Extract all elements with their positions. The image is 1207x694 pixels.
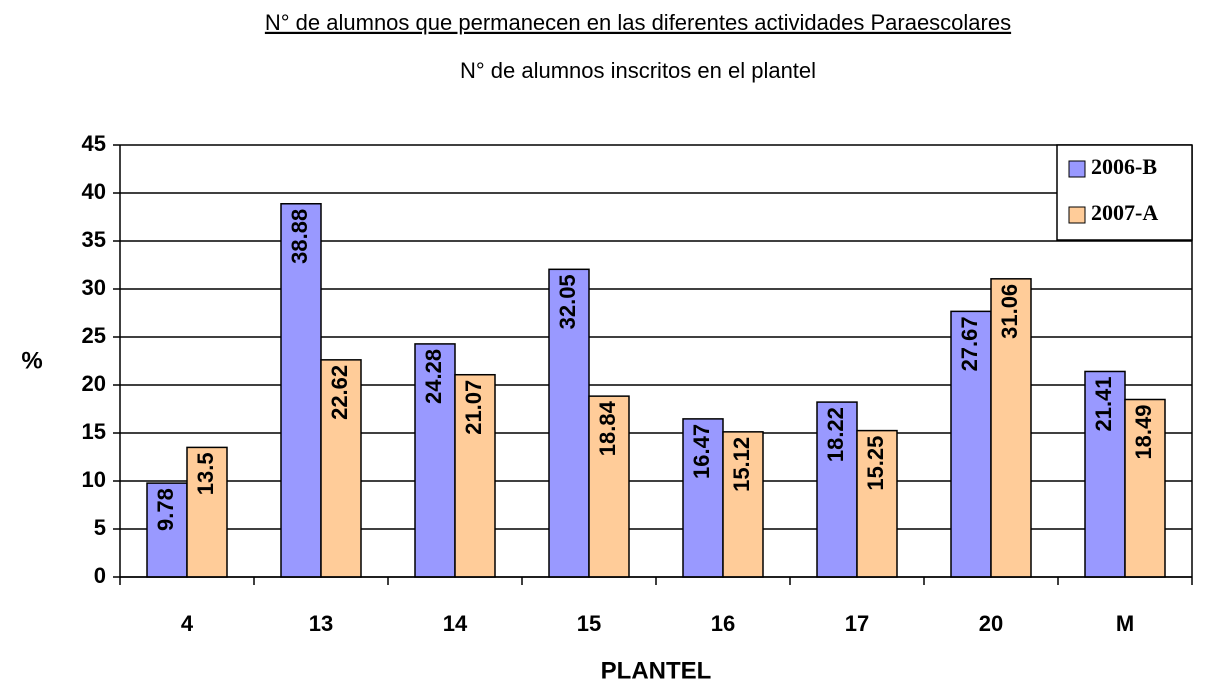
value-label: 16.47 bbox=[689, 424, 714, 479]
value-label: 21.41 bbox=[1091, 376, 1116, 431]
value-label: 18.22 bbox=[823, 407, 848, 462]
value-label: 13.5 bbox=[193, 452, 218, 495]
value-label: 18.84 bbox=[595, 400, 620, 456]
value-label: 18.49 bbox=[1131, 404, 1156, 459]
bar bbox=[856, 429, 898, 578]
value-label: 32.05 bbox=[555, 274, 580, 329]
y-tick-label: 45 bbox=[82, 131, 106, 156]
y-tick-label: 30 bbox=[82, 275, 106, 300]
value-label: 38.88 bbox=[287, 209, 312, 264]
value-label: 9.78 bbox=[153, 488, 178, 531]
x-tick-label: 20 bbox=[979, 611, 1003, 636]
bar bbox=[722, 431, 764, 578]
value-label: 24.28 bbox=[421, 349, 446, 404]
x-tick-label: 4 bbox=[181, 611, 194, 636]
x-axis-label: PLANTEL bbox=[601, 657, 712, 684]
x-tick-label: 16 bbox=[711, 611, 735, 636]
bar bbox=[1124, 398, 1166, 578]
value-label: 15.12 bbox=[729, 437, 754, 492]
x-tick-label: 15 bbox=[577, 611, 601, 636]
legend-label: 2007-A bbox=[1091, 200, 1158, 225]
y-tick-label: 10 bbox=[82, 467, 106, 492]
legend-swatch bbox=[1068, 206, 1086, 224]
y-tick-label: 0 bbox=[94, 563, 106, 588]
y-tick-label: 5 bbox=[94, 515, 106, 540]
bar bbox=[990, 278, 1032, 578]
bar bbox=[280, 203, 322, 578]
value-label: 21.07 bbox=[461, 380, 486, 435]
value-label: 22.62 bbox=[327, 365, 352, 420]
x-tick-label: M bbox=[1116, 611, 1134, 636]
bar bbox=[950, 310, 992, 578]
y-tick-label: 35 bbox=[82, 227, 106, 252]
chart-title: N° de alumnos que permanecen en las dife… bbox=[265, 10, 1011, 35]
y-tick-label: 40 bbox=[82, 179, 106, 204]
legend-swatch bbox=[1068, 160, 1086, 178]
bar bbox=[320, 359, 362, 578]
x-tick-label: 13 bbox=[309, 611, 333, 636]
bar bbox=[588, 395, 630, 578]
value-label: 31.06 bbox=[997, 284, 1022, 339]
y-tick-label: 20 bbox=[82, 371, 106, 396]
y-tick-label: 15 bbox=[82, 419, 106, 444]
bar bbox=[186, 446, 228, 578]
legend-label: 2006-B bbox=[1091, 154, 1157, 179]
y-axis-label: % bbox=[21, 347, 42, 374]
value-label: 27.67 bbox=[957, 316, 982, 371]
value-label: 15.25 bbox=[863, 436, 888, 491]
bar bbox=[816, 401, 858, 578]
y-tick-label: 25 bbox=[82, 323, 106, 348]
chart-subtitle: N° de alumnos inscritos en el plantel bbox=[460, 58, 816, 83]
x-tick-label: 14 bbox=[443, 611, 468, 636]
x-tick-label: 17 bbox=[845, 611, 869, 636]
